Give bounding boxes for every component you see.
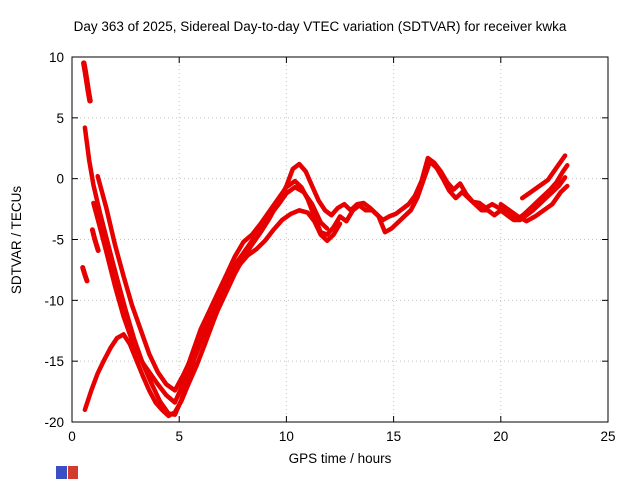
corner-icon-fragment — [56, 466, 78, 479]
data-trace-trace-8-right-upper — [519, 153, 568, 201]
y-tick-label: 10 — [49, 50, 64, 65]
corner-icon-blue-part — [56, 466, 67, 479]
data-trace-trace-9-right-lower — [498, 183, 570, 224]
data-trace-trace-5-steep-topleft — [81, 60, 93, 104]
data-trace-trace-4 — [95, 173, 330, 393]
x-tick-label: 15 — [386, 429, 401, 444]
corner-icon-red-part — [67, 466, 78, 479]
x-tick-label: 10 — [279, 429, 294, 444]
y-tick-label: 5 — [56, 111, 64, 126]
x-tick-label: 0 — [68, 429, 76, 444]
y-tick-label: -20 — [44, 415, 64, 430]
y-tick-label: -5 — [52, 233, 64, 248]
y-tick-label: -15 — [44, 354, 64, 369]
x-tick-label: 20 — [493, 429, 508, 444]
data-trace-trace-2 — [91, 159, 568, 405]
data-trace-trace-6-short-left — [80, 265, 90, 284]
x-tick-label: 5 — [175, 429, 183, 444]
x-axis-label: GPS time / hours — [288, 451, 392, 466]
data-trace-trace-3 — [82, 208, 343, 419]
data-trace-trace-7-short-left — [89, 227, 101, 253]
y-tick-label: 0 — [56, 172, 64, 187]
x-tick-label: 25 — [600, 429, 615, 444]
chart-title: Day 363 of 2025, Sidereal Day-to-day VTE… — [73, 19, 567, 34]
y-tick-label: -10 — [44, 293, 64, 308]
